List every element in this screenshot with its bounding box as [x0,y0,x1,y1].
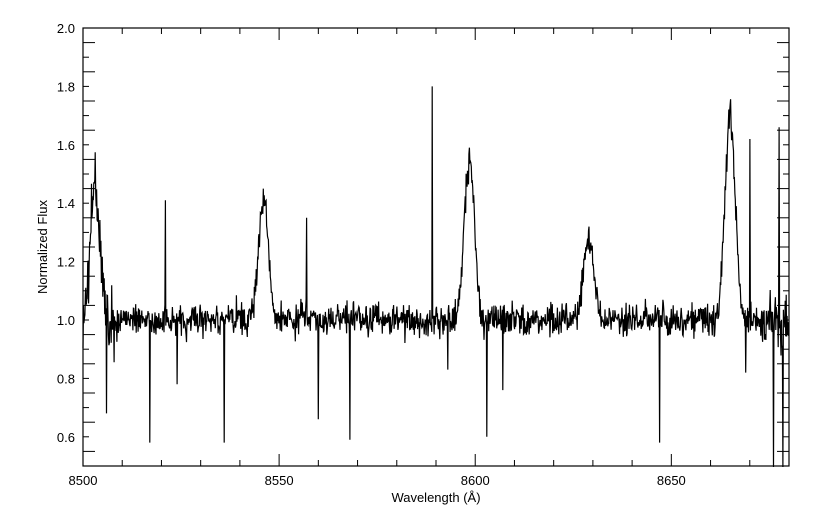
y-tick-label: 1.0 [57,313,75,328]
y-tick-label: 1.8 [57,79,75,94]
axis-tick-labels: 8500 8550 8600 8650 0.6 0.8 1.0 1.2 1.4 1.6 1.8 2.0 [57,21,686,488]
y-tick-label: 1.6 [57,138,75,153]
x-tick-label: 8550 [265,473,294,488]
x-tick-label: 8600 [461,473,490,488]
y-tick-label: 1.2 [57,255,75,270]
spectrum-line [82,86,790,468]
y-tick-label: 2.0 [57,21,75,36]
y-tick-label: 0.8 [57,371,75,386]
y-axis-title: Normalized Flux [35,200,50,294]
x-tick-label: 8650 [657,473,686,488]
y-tick-label: 1.4 [57,196,75,211]
y-tick-label: 0.6 [57,430,75,445]
x-axis-title: Wavelength (Å) [391,490,480,505]
x-tick-label: 8500 [69,473,98,488]
plot-frame [82,27,790,467]
